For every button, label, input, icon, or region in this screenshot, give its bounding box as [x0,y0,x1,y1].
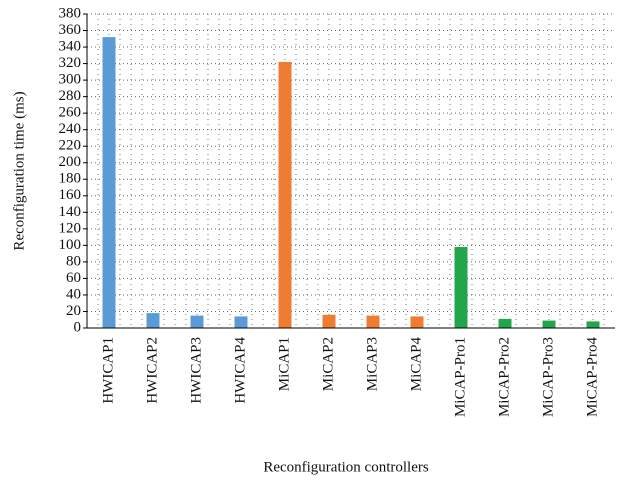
y-tick-label: 220 [59,138,82,154]
y-tick-label: 240 [59,121,82,137]
y-tick-label: 360 [59,22,82,38]
y-tick-label: 380 [59,5,82,21]
bar [278,61,292,328]
bar [542,320,556,328]
bar [498,318,512,328]
x-tick-label: HWICAP4 [232,337,248,404]
x-axis-title: Reconfiguration controllers [263,459,429,475]
y-tick-label: 100 [59,237,82,253]
bar [146,313,160,328]
x-tick-label: MiCAP3 [364,337,380,391]
y-tick-label: 120 [59,220,82,236]
bar [586,321,600,328]
y-tick-label: 200 [59,154,82,170]
x-tick-label: HWICAP2 [144,337,160,404]
x-tick-label: MiCAP-Pro2 [496,337,512,417]
y-tick-label: 320 [59,55,82,71]
x-tick-label: MiCAP-Pro3 [540,337,556,417]
x-tick-label: MiCAP4 [408,337,424,392]
bar [234,316,248,328]
y-tick-label: 80 [66,253,81,269]
y-tick-label: 160 [59,187,82,203]
y-tick-label: 260 [59,105,82,121]
y-tick-label: 300 [59,72,82,88]
y-tick-label: 60 [66,270,81,286]
bar [102,37,116,328]
y-tick-label: 180 [59,171,82,187]
x-tick-label: HWICAP1 [100,337,116,404]
y-tick-label: 0 [74,319,82,335]
x-tick-label: MiCAP-Pro4 [584,337,600,418]
bar [322,314,336,328]
x-tick-label: MiCAP2 [320,337,336,391]
bar [190,315,204,328]
x-tick-label: MiCAP1 [276,337,292,391]
x-tick-label: MiCAP-Pro1 [452,337,468,417]
y-axis-title: Reconfiguration time (ms) [11,91,27,250]
bar [454,247,468,328]
y-tick-label: 340 [59,38,82,54]
vertical-dotted-grid [97,14,605,328]
x-tick-label: HWICAP3 [188,337,204,404]
y-tick-label: 280 [59,88,82,104]
y-tick-label: 140 [59,204,82,220]
bar [410,316,424,328]
bar [366,315,380,328]
y-tick-label: 40 [66,286,81,302]
y-tick-label: 20 [66,303,81,319]
